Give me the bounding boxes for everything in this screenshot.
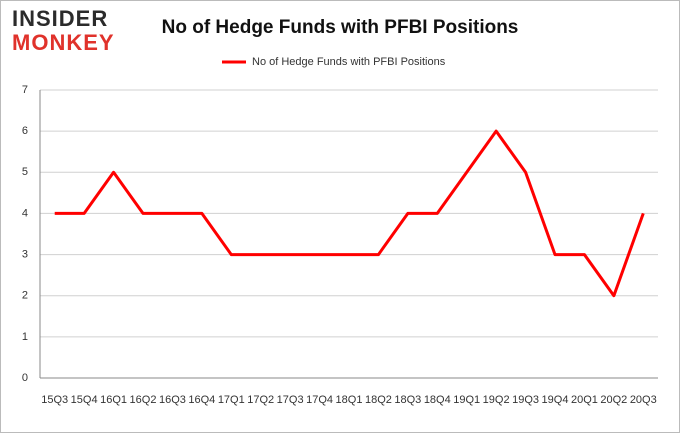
x-tick-label: 17Q3 xyxy=(277,394,304,406)
y-tick-label: 5 xyxy=(22,166,28,178)
x-tick-label: 15Q4 xyxy=(71,394,98,406)
x-tick-label: 19Q4 xyxy=(542,394,569,406)
x-tick-label: 17Q1 xyxy=(218,394,245,406)
x-tick-label: 16Q4 xyxy=(188,394,215,406)
x-tick-label: 19Q1 xyxy=(453,394,480,406)
y-tick-label: 4 xyxy=(22,207,28,219)
x-tick-label: 17Q4 xyxy=(306,394,333,406)
legend-label: No of Hedge Funds with PFBI Positions xyxy=(252,56,446,68)
x-tick-label: 20Q3 xyxy=(630,394,657,406)
y-tick-label: 0 xyxy=(22,372,28,384)
x-tick-label: 16Q3 xyxy=(159,394,186,406)
x-tick-label: 19Q2 xyxy=(483,394,510,406)
logo-top: INSIDER xyxy=(12,6,108,31)
logo-bottom: MONKEY xyxy=(12,30,115,55)
x-tick-label: 15Q3 xyxy=(41,394,68,406)
x-tick-label: 19Q3 xyxy=(512,394,539,406)
y-tick-label: 6 xyxy=(22,125,28,137)
y-tick-label: 2 xyxy=(22,290,28,302)
chart-title: No of Hedge Funds with PFBI Positions xyxy=(162,17,519,38)
x-tick-label: 17Q2 xyxy=(247,394,274,406)
x-tick-label: 18Q4 xyxy=(424,394,451,406)
y-tick-label: 1 xyxy=(22,331,28,343)
x-tick-label: 16Q1 xyxy=(100,394,127,406)
y-tick-label: 7 xyxy=(22,84,28,96)
line xyxy=(54,129,645,298)
x-tick-label: 18Q3 xyxy=(394,394,421,406)
x-tick-label: 16Q2 xyxy=(130,394,157,406)
x-tick-label: 18Q1 xyxy=(336,394,363,406)
x-tick-label: 20Q1 xyxy=(571,394,598,406)
y-tick-label: 3 xyxy=(22,248,28,260)
x-tick-label: 20Q2 xyxy=(600,394,627,406)
x-tick-label: 18Q2 xyxy=(365,394,392,406)
